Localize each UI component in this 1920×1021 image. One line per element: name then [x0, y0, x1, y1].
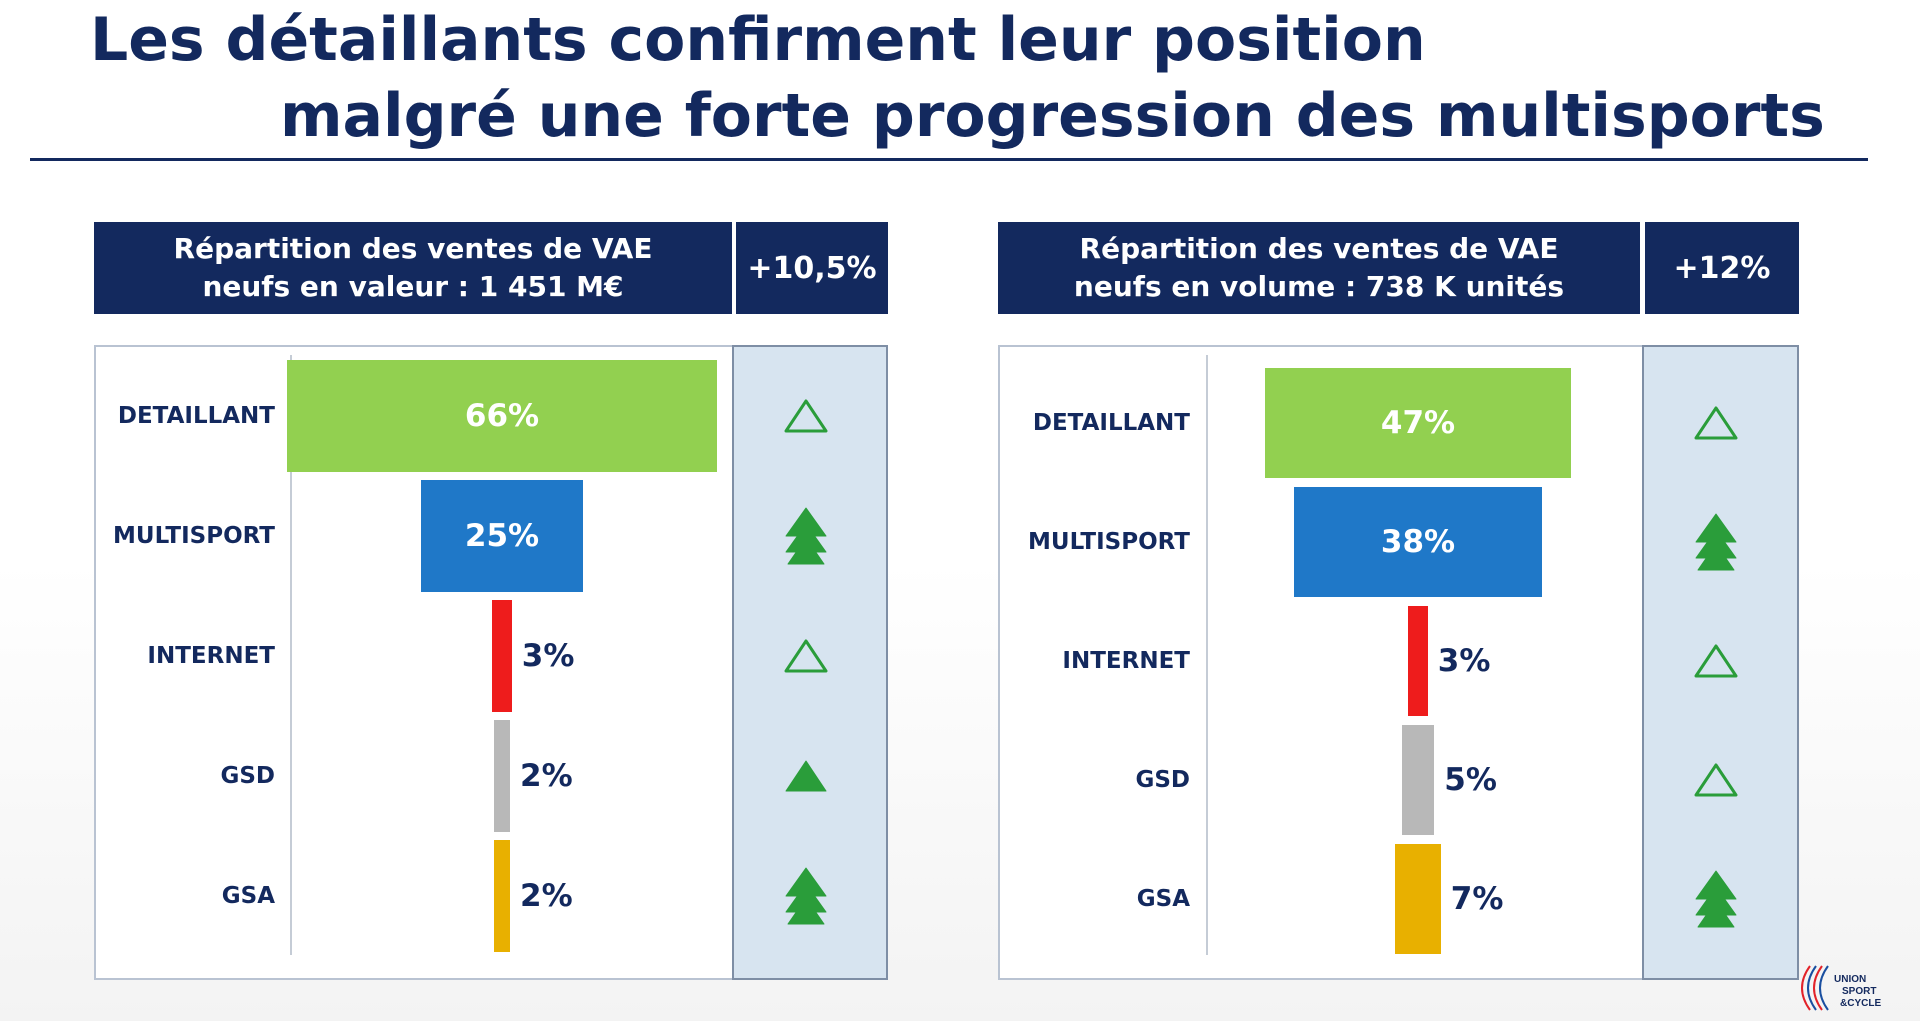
growth-value: +12%: [1673, 250, 1771, 286]
category-label-detaillant: DETAILLANT: [1032, 410, 1190, 436]
bar-multisport: [1294, 487, 1542, 597]
page-title-line-2: malgré une forte progression des multisp…: [280, 81, 1825, 151]
trend-up-icon: [1694, 406, 1738, 440]
trend-up-icon: [784, 399, 828, 433]
page-title-line-1: Les détaillants confirment leur position: [90, 5, 1426, 75]
trend-up-icon: [785, 760, 827, 792]
bar-multisport: [420, 480, 584, 592]
category-axis: [290, 355, 292, 955]
union-sport-cycle-logo: UNION SPORT &CYCLE: [1801, 965, 1881, 1011]
bar-internet: [492, 600, 512, 712]
chart-header-label: Répartition des ventes de VAE neufs en v…: [1073, 232, 1565, 303]
growth-badge: +12%: [1645, 222, 1799, 314]
category-label-gsd: GSD: [220, 763, 275, 789]
data-label-internet: 3%: [1437, 643, 1491, 679]
data-label-gsa: 2%: [520, 878, 573, 914]
data-label-gsd: 2%: [520, 758, 573, 794]
bar-gsa: [494, 840, 510, 952]
data-label-gsd: 5%: [1444, 762, 1497, 798]
svg-text:UNION: UNION: [1834, 974, 1866, 985]
svg-text:&CYCLE: &CYCLE: [1840, 998, 1881, 1009]
bar-gsd: [1401, 725, 1435, 835]
data-label-gsa: 7%: [1450, 881, 1504, 917]
bar-gsa: [1395, 844, 1441, 954]
growth-value: +10,5%: [747, 250, 877, 286]
trend-up-icon: [1694, 763, 1738, 797]
bar-gsd: [494, 720, 510, 832]
data-label-detaillant: 47%: [1380, 405, 1456, 441]
data-label-detaillant: 66%: [464, 398, 540, 434]
trend-up-icon: [1694, 644, 1738, 678]
category-axis: [1206, 355, 1208, 955]
category-label-gsa: GSA: [221, 883, 275, 909]
category-label-internet: INTERNET: [147, 643, 275, 669]
category-label-internet: INTERNET: [1062, 648, 1190, 674]
data-label-multisport: 38%: [1380, 524, 1456, 560]
trend-up-icon: [785, 507, 827, 565]
data-label-internet: 3%: [521, 638, 575, 674]
trend-up-icon: [785, 867, 827, 925]
growth-badge: +10,5%: [736, 222, 888, 314]
category-label-multisport: MULTISPORT: [113, 523, 275, 549]
svg-text:SPORT: SPORT: [1842, 986, 1876, 997]
title-divider: [30, 158, 1868, 161]
trend-up-icon: [1695, 870, 1737, 928]
chart-header: Répartition des ventes de VAE neufs en v…: [998, 222, 1640, 314]
category-label-multisport: MULTISPORT: [1028, 529, 1190, 555]
trend-column: [1642, 345, 1799, 980]
bar-detaillant: [287, 360, 717, 472]
bar-detaillant: [1264, 368, 1572, 478]
bar-internet: [1408, 606, 1428, 716]
data-label-multisport: 25%: [464, 518, 540, 554]
category-label-gsa: GSA: [1136, 886, 1190, 912]
trend-up-icon: [784, 639, 828, 673]
trend-up-icon: [1695, 513, 1737, 571]
category-label-detaillant: DETAILLANT: [117, 403, 275, 429]
category-label-gsd: GSD: [1135, 767, 1190, 793]
chart-header-label: Répartition des ventes de VAE neufs en v…: [173, 232, 653, 303]
chart-header: Répartition des ventes de VAE neufs en v…: [94, 222, 732, 314]
